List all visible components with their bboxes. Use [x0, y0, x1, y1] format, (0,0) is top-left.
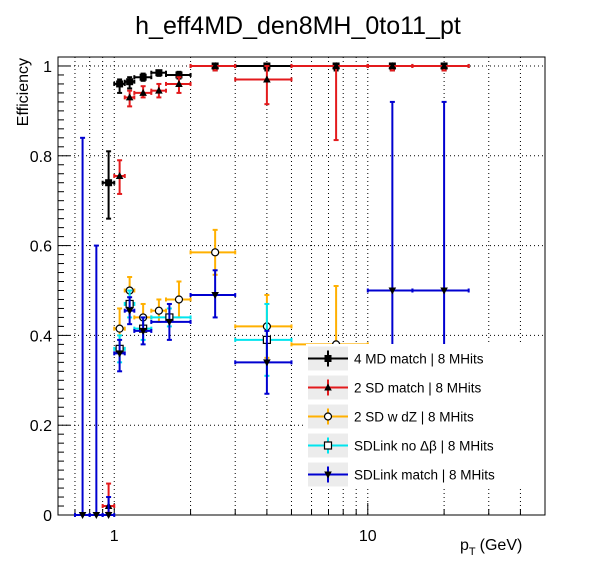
series-layer [73, 61, 470, 519]
point-marker [155, 69, 163, 77]
chart-title: h_eff4MD_den8MH_0to11_pt [135, 12, 461, 40]
legend: 4 MD match | 8 MHits 2 SD match | 8 MHits… [306, 344, 544, 489]
point-marker [324, 355, 332, 362]
point-marker [139, 327, 147, 335]
data-series [101, 61, 470, 514]
data-point [133, 72, 153, 82]
point-marker [115, 324, 124, 333]
y-tick-label: 1 [43, 59, 52, 76]
y-tick-label: 0.4 [30, 328, 52, 345]
data-point [411, 61, 470, 72]
x-axis-label-sub: T [469, 546, 476, 558]
point-marker [332, 61, 340, 69]
data-point [150, 82, 167, 99]
data-point [290, 61, 369, 142]
y-axis-label: Efficiency [15, 58, 32, 126]
y-tick-label: 0.2 [30, 418, 52, 435]
point-marker [92, 512, 101, 519]
point-marker [104, 512, 113, 519]
plot-frame: 1 10 0 0.2 0.4 0.6 0.8 1 [30, 56, 546, 545]
point-marker [115, 171, 124, 179]
data-point [113, 338, 126, 373]
data-point [150, 69, 167, 77]
x-axis-label-main: p [460, 537, 469, 554]
point-marker [154, 306, 163, 315]
point-marker [388, 61, 397, 69]
data-point [366, 61, 414, 72]
point-marker [125, 307, 134, 315]
point-marker [175, 71, 183, 79]
point-marker [211, 61, 219, 69]
y-tick-label: 0.6 [30, 239, 52, 256]
legend-label: SDLink no Δβ | 8 MHits [354, 439, 494, 454]
legend-entry: SDLink match | 8 MHits [308, 462, 495, 487]
data-point [234, 64, 293, 106]
data-point [189, 269, 237, 319]
data-point [150, 302, 192, 341]
point-marker [139, 88, 147, 96]
legend-label: 2 SD w dZ | 8 MHits [354, 410, 474, 425]
data-point [113, 159, 126, 195]
point-marker [211, 291, 219, 299]
point-marker [324, 471, 332, 479]
y-tick-label: 0 [43, 508, 52, 525]
point-marker [78, 512, 87, 519]
legend-entry: 4 MD match | 8 MHits [308, 346, 484, 371]
point-marker [105, 179, 113, 187]
point-marker [139, 73, 147, 81]
x-tick-label: 1 [110, 528, 119, 545]
data-point [189, 228, 237, 276]
point-marker [165, 318, 174, 326]
legend-label: 4 MD match | 8 MHits [354, 352, 484, 367]
x-axis-label: pT (GeV) [460, 537, 522, 558]
point-marker [263, 75, 271, 83]
legend-label: 2 SD match | 8 MHits [354, 381, 482, 396]
point-marker [263, 359, 271, 367]
data-point [123, 89, 136, 108]
point-marker [175, 79, 183, 87]
legend-entry: SDLink no Δβ | 8 MHits [308, 433, 494, 458]
point-marker [125, 93, 134, 101]
point-marker [440, 61, 448, 69]
plot-frame-rect [57, 56, 546, 516]
point-marker [126, 78, 134, 86]
point-marker [440, 287, 448, 295]
point-marker [116, 80, 124, 88]
point-marker [115, 350, 124, 358]
x-axis-label-unit: (GeV) [480, 537, 523, 554]
legend-entry: 2 SD w dZ | 8 MHits [308, 404, 474, 429]
data-point [133, 316, 153, 346]
data-point [123, 76, 136, 90]
point-marker [174, 295, 184, 304]
legend-entry: 2 SD match | 8 MHits [308, 375, 482, 400]
data-point [101, 496, 116, 519]
x-tick-label: 10 [359, 528, 377, 545]
legend-label: SDLink match | 8 MHits [354, 468, 495, 483]
point-marker [211, 248, 220, 257]
y-tick-label: 0.8 [30, 149, 52, 166]
data-point [234, 329, 293, 395]
point-marker [323, 441, 333, 450]
data-point [101, 150, 116, 220]
data-point [189, 61, 237, 72]
data-point [164, 76, 192, 94]
point-marker [388, 287, 397, 295]
data-point [123, 296, 136, 326]
point-marker [323, 412, 333, 421]
point-marker [324, 383, 332, 391]
point-marker [155, 86, 163, 94]
